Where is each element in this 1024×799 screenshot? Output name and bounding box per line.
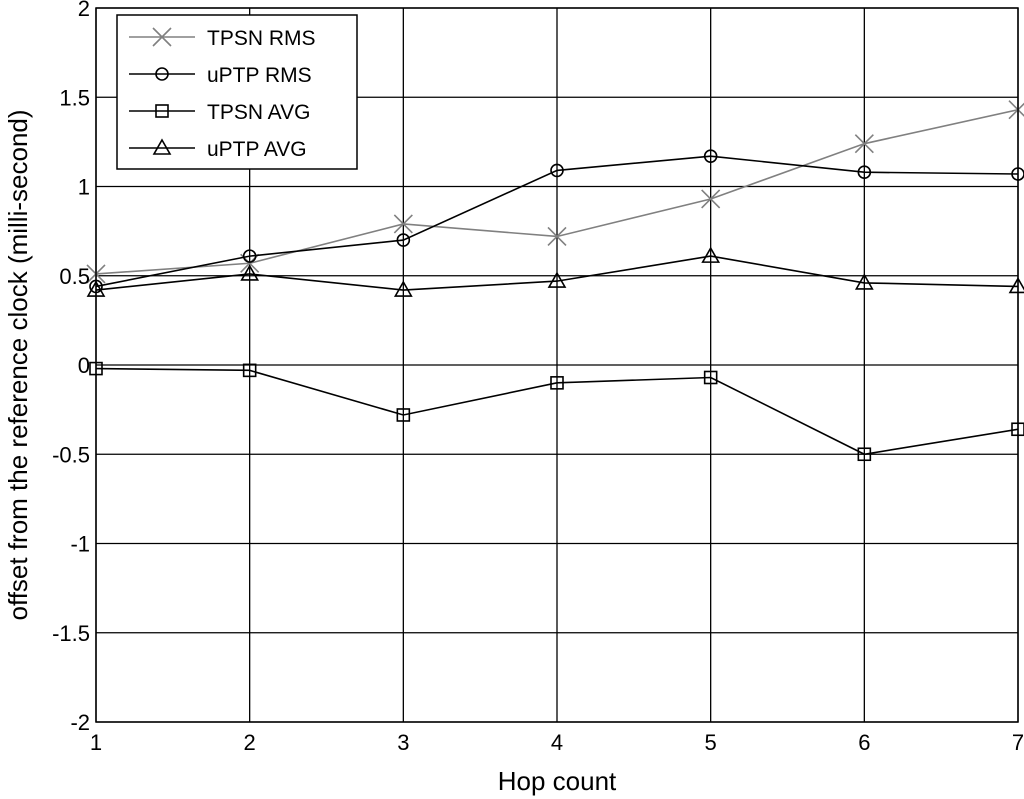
data-point-tpsn-rms <box>393 214 413 234</box>
data-point-uptp-rms <box>550 163 564 178</box>
y-tick-label: 2 <box>78 0 90 21</box>
legend: TPSN RMS uPTP RMS TPSN AVG uPTP AVG <box>116 14 358 170</box>
x-tick-label: 2 <box>244 730 256 755</box>
legend-label: TPSN RMS <box>207 27 316 50</box>
legend-marker-tpsn-avg <box>155 104 169 118</box>
x-axis-title: Hop count <box>498 766 617 796</box>
y-tick-label: 1.5 <box>59 85 90 110</box>
data-point-uptp-rms <box>242 249 257 263</box>
x-tick-label: 6 <box>858 730 870 755</box>
data-point-uptp-rms <box>857 165 872 180</box>
legend-box <box>116 14 358 170</box>
series-line-uptp-rms <box>95 155 1019 288</box>
legend-item-uptp-rms: uPTP RMS <box>129 64 312 87</box>
series-tpsn-avg <box>89 361 1024 462</box>
y-tick-label: -2 <box>70 710 90 735</box>
y-tick-label: -1.5 <box>52 621 90 646</box>
data-point-uptp-avg <box>547 271 567 288</box>
tick-labels: 1 2 3 4 5 6 7 -2 -1.5 -1 -0.5 0 0.5 1 1.5 2 <box>52 0 1024 755</box>
data-point-tpsn-avg <box>550 376 564 390</box>
x-tick-label: 5 <box>705 730 717 755</box>
legend-marker-uptp-rms <box>155 67 169 81</box>
legend-item-tpsn-avg: TPSN AVG <box>129 101 310 124</box>
x-tick-label: 3 <box>397 730 409 755</box>
y-tick-label: -1 <box>70 532 90 557</box>
data-point-uptp-avg <box>1008 276 1024 294</box>
data-point-uptp-avg <box>393 280 413 297</box>
legend-label: uPTP RMS <box>207 64 312 87</box>
series-group <box>86 100 1024 462</box>
x-tick-label: 7 <box>1012 730 1024 755</box>
data-point-tpsn-rms <box>701 189 721 209</box>
data-point-uptp-avg <box>701 246 721 263</box>
data-point-tpsn-avg <box>242 363 257 378</box>
data-point-uptp-rms <box>703 149 718 163</box>
y-tick-label: 1 <box>78 175 90 200</box>
data-point-tpsn-avg <box>396 408 411 422</box>
data-point-tpsn-avg <box>857 447 872 462</box>
legend-marker-uptp-avg <box>152 138 172 155</box>
plot-frame <box>95 7 1019 723</box>
legend-marker-tpsn-rms <box>152 27 172 47</box>
y-tick-label: -0.5 <box>52 442 90 467</box>
y-tick-label: 0.5 <box>59 264 90 289</box>
y-axis-title: offset from the reference clock (milli-s… <box>3 109 33 620</box>
data-point-uptp-avg <box>240 264 260 281</box>
series-uptp-avg <box>86 246 1024 297</box>
data-point-uptp-avg <box>854 273 874 290</box>
legend-label: TPSN AVG <box>207 101 310 124</box>
data-point-uptp-rms <box>396 233 411 247</box>
x-tick-label: 4 <box>551 730 563 755</box>
data-point-tpsn-avg <box>703 370 718 385</box>
legend-item-tpsn-rms: TPSN RMS <box>129 27 316 50</box>
series-line-tpsn-avg <box>95 367 1019 456</box>
data-point-tpsn-rms <box>547 226 567 247</box>
series-line-uptp-avg <box>95 255 1019 291</box>
data-point-tpsn-rms <box>854 134 874 154</box>
x-tick-label: 1 <box>90 730 102 755</box>
y-tick-label: 0 <box>78 353 90 378</box>
legend-label: uPTP AVG <box>207 138 307 161</box>
legend-item-uptp-avg: uPTP AVG <box>129 138 307 161</box>
